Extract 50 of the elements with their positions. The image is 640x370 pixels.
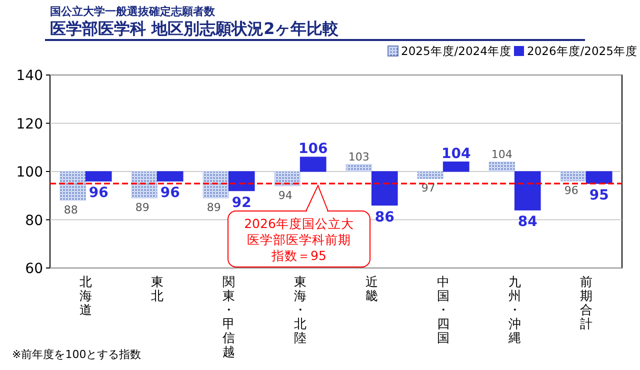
data-label: 96 bbox=[160, 185, 180, 202]
data-label: 96 bbox=[564, 184, 578, 198]
bar bbox=[442, 162, 470, 172]
legend-label: 2025年度/2024年度 bbox=[401, 44, 512, 58]
y-tick-label: 80 bbox=[25, 212, 43, 229]
x-tick-label: 前期合計 bbox=[580, 274, 593, 331]
legend-label: 2026年度/2025年度 bbox=[527, 44, 638, 58]
bar bbox=[417, 171, 444, 180]
bar bbox=[514, 171, 541, 210]
bar bbox=[85, 171, 112, 182]
bar bbox=[228, 171, 255, 192]
data-label: 88 bbox=[64, 203, 78, 216]
x-tick-label: 北海道 bbox=[79, 274, 92, 317]
data-label: 86 bbox=[374, 209, 394, 226]
bar bbox=[346, 164, 372, 172]
y-tick-label: 140 bbox=[16, 68, 43, 84]
bar bbox=[156, 171, 184, 182]
bar bbox=[586, 171, 612, 184]
x-tick-label: 東北 bbox=[150, 274, 164, 303]
bar bbox=[202, 171, 230, 198]
x-tick-label: 関東・甲信越 bbox=[222, 274, 236, 359]
bar bbox=[371, 171, 398, 206]
data-label: 89 bbox=[135, 201, 150, 214]
text: ※前年度を100とする指数 bbox=[12, 348, 142, 361]
bar bbox=[300, 156, 326, 172]
y-tick-label: 100 bbox=[16, 164, 43, 180]
bar bbox=[488, 162, 516, 172]
ref-line-label: 2026年度国公立大医学部医学科前期指数＝95 bbox=[244, 216, 354, 263]
data-label: 104 bbox=[442, 146, 471, 162]
data-label: 94 bbox=[278, 188, 292, 202]
x-tick-label: 東海・北陸 bbox=[294, 274, 307, 345]
y-tick-label: 60 bbox=[25, 261, 43, 277]
data-label: 106 bbox=[298, 141, 328, 158]
x-tick-label: 九州・沖縄 bbox=[507, 274, 522, 345]
bar bbox=[274, 171, 301, 186]
data-label: 92 bbox=[232, 194, 252, 211]
data-label: 104 bbox=[491, 148, 512, 161]
data-label: 95 bbox=[589, 188, 609, 204]
data-label: 103 bbox=[348, 150, 370, 164]
bar bbox=[60, 171, 86, 201]
data-label: 84 bbox=[518, 214, 538, 230]
chart-title: 医学部医学科 地区別志願状況2ヶ年比較 bbox=[50, 19, 340, 38]
chart-subtitle: 国公立大学一般選抜確定志願者数 bbox=[50, 5, 216, 18]
y-tick-label: 120 bbox=[16, 116, 43, 132]
x-tick-label: 中国・四国 bbox=[436, 274, 450, 345]
bar bbox=[131, 171, 158, 198]
x-tick-label: 近畿 bbox=[365, 274, 378, 303]
bar bbox=[560, 171, 587, 182]
data-label: 89 bbox=[206, 201, 221, 214]
data-label: 96 bbox=[88, 185, 108, 202]
